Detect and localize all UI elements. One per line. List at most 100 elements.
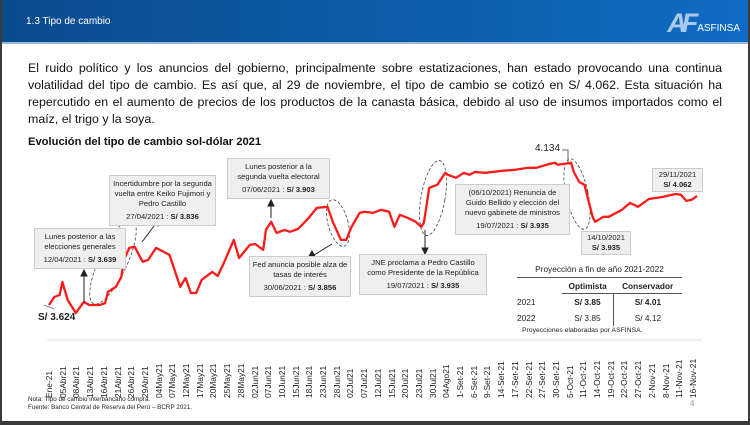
footnote: Nota: Tipo de cambio interbancario compr…	[28, 396, 151, 403]
source-note: Fuente: Banco Central de Reserva del Per…	[28, 404, 193, 411]
highlight-ellipse-june	[326, 199, 350, 247]
col-optimista: Optimista	[562, 277, 614, 294]
annotation-date: 07/06/2021 :	[242, 185, 285, 194]
x-tick-label: 6-Set-21	[468, 365, 479, 398]
cell-conservador: S/ 4.12	[612, 309, 682, 326]
annotation-text: (06/10/2021) Renuncia de Guido Bellido y…	[465, 188, 560, 217]
annotation-text: Lunes posterior a la segunda vuelta elec…	[237, 162, 320, 181]
x-tick-label: 27-Oct-21	[633, 360, 644, 398]
annotation-value: S/ 3.935	[591, 243, 621, 252]
x-tick-label: 20May21	[208, 363, 219, 398]
annotation-value: S/ 3.856	[308, 283, 337, 292]
x-tick-label: 21Abr21	[112, 366, 123, 398]
annotation-date: 14/10/2021	[586, 233, 625, 242]
x-tick-label: 11-Nov-21	[674, 359, 685, 398]
x-tick-label: 16-Nov-21	[688, 358, 698, 398]
annotation-incertidumbre: Incertidumbre por la segunda vuelta entr…	[109, 175, 216, 226]
x-tick-label: 07Jun21	[263, 365, 274, 398]
annotation-date: 27/04/2021 :	[126, 212, 169, 221]
body-paragraph: El ruido político y los anuncios del gob…	[28, 61, 722, 126]
annotation-jne: JNE proclama a Pedro Castillo como Presi…	[359, 254, 487, 295]
x-tick-label: 08Abr21	[71, 366, 82, 398]
start-value-label: S/ 3.624	[38, 312, 76, 323]
x-tick-label: 07Jul21	[359, 368, 370, 398]
x-tick-label: 26Abr21	[126, 366, 137, 398]
x-tick-label: 12May21	[181, 363, 192, 398]
annotation-date: 19/07/2021 :	[386, 281, 429, 290]
x-tick-label: 9-Set-21	[482, 365, 493, 398]
peak-value-label: 4.134	[535, 143, 561, 154]
page-number: 4	[690, 399, 695, 408]
x-tick-label: 13Abr21	[85, 366, 96, 398]
annotation-29-nov: 29/11/2021 S/ 4.062	[652, 168, 703, 192]
annotation-date: 30/06/2021 :	[263, 283, 306, 292]
x-tick-label: 04Ago21	[441, 364, 452, 398]
cell-optimista: S/ 3.85	[574, 312, 601, 323]
x-tick-label: 28Jun21	[331, 365, 342, 398]
x-tick-label: 07May21	[167, 363, 178, 398]
annotation-text: Lunes posterior a las elecciones general…	[44, 232, 116, 251]
row-year: 2021	[517, 296, 536, 307]
section-title: 1.3 Tipo de cambio	[26, 16, 111, 27]
annotation-value: S/ 3.639	[88, 255, 117, 264]
arrow-annotation-4	[313, 243, 333, 256]
annotation-value: S/ 3.935	[431, 281, 460, 290]
x-tick-label: 25May21	[222, 363, 233, 398]
annotation-renuncia: (06/10/2021) Renuncia de Guido Bellido y…	[455, 184, 570, 235]
x-tick-label: 18Jun21	[304, 365, 315, 398]
projection-note: Proyecciones elaboradas por ASFINSA.	[522, 327, 643, 334]
table-row: 2022 S/ 3.85 S/ 4.12	[517, 309, 682, 326]
x-tick-label: 22-Set-21	[523, 361, 534, 398]
x-tick-label: 23Jun21	[318, 365, 329, 398]
x-tick-label: 17-Set-21	[509, 361, 520, 398]
x-tick-label: 04May21	[153, 363, 164, 398]
annotation-value: S/ 4.062	[663, 180, 692, 189]
cell-optimista: S/ 3.85	[562, 293, 614, 310]
x-tick-label: 27-Set-21	[537, 361, 548, 398]
x-tick-label: 29Abr21	[139, 366, 150, 398]
x-tick-label: 23Jul21	[413, 368, 424, 398]
x-tick-label: 10Jun21	[276, 365, 287, 398]
x-tick-label: 20Jul21	[400, 368, 411, 398]
header-bar: 1.3 Tipo de cambio AF ASFINSA	[2, 0, 748, 44]
x-tick-label: 30Jul21	[427, 368, 438, 398]
x-tick-label: 12Jul21	[372, 368, 383, 398]
chart-title: Evolución del tipo de cambio sol-dólar 2…	[28, 136, 262, 148]
projection-table: Optimista Conservador 2021 S/ 3.85 S/ 4.01 …	[517, 277, 682, 326]
annotation-value: S/ 3.903	[286, 185, 315, 194]
x-tick-label: 19-Oct-21	[605, 360, 616, 398]
x-tick-label: 15Jun21	[290, 365, 301, 398]
annotation-elecciones: Lunes posterior a las elecciones general…	[34, 228, 126, 269]
cell-conservador: S/ 4.01	[612, 293, 682, 310]
asfinsa-logo: AF ASFINSA	[667, 10, 740, 37]
annotation-text: Incertidumbre por la segunda vuelta entr…	[113, 179, 212, 208]
highlight-ellipse-july	[419, 160, 447, 236]
x-tick-label: 02Jun21	[249, 365, 260, 398]
x-tick-label: 1-Set-21	[455, 365, 466, 398]
x-tick-label: 5-Oct-21	[564, 365, 575, 398]
x-tick-label: 17May21	[194, 363, 205, 398]
x-tick-label: 02Jul21	[345, 368, 356, 398]
x-tick-label: 14-Set-21	[496, 361, 507, 398]
x-tick-label: 30-Set-21	[550, 361, 561, 398]
x-tick-label: 16Abr21	[98, 366, 109, 398]
logo-name: ASFINSA	[697, 23, 740, 34]
annotation-text: Fed anuncia posible alza de tasas de int…	[252, 260, 348, 279]
exchange-rate-line	[48, 161, 698, 315]
x-tick-label: 11-Oct-21	[578, 361, 589, 398]
annotation-date: 19/07/2021 :	[476, 221, 519, 230]
table-header-row: Optimista Conservador	[517, 277, 682, 294]
annotation-value: S/ 3.836	[170, 212, 199, 221]
x-tick-label: 15Jul21	[386, 368, 397, 398]
table-row: 2021 S/ 3.85 S/ 4.01	[517, 293, 682, 310]
highlight-ellipse-october	[563, 158, 591, 230]
x-tick-label: 22-Oct-21	[619, 360, 630, 398]
projection-title: Proyección a fin de año 2021-2022	[535, 264, 664, 274]
x-tick-label: Ene-21	[44, 370, 54, 398]
peak-leader-line	[562, 149, 569, 163]
annotation-date: 29/11/2021	[658, 170, 697, 179]
x-tick-label: 05Abr21	[57, 366, 68, 398]
x-tick-label: 14-Oct-21	[592, 360, 603, 398]
